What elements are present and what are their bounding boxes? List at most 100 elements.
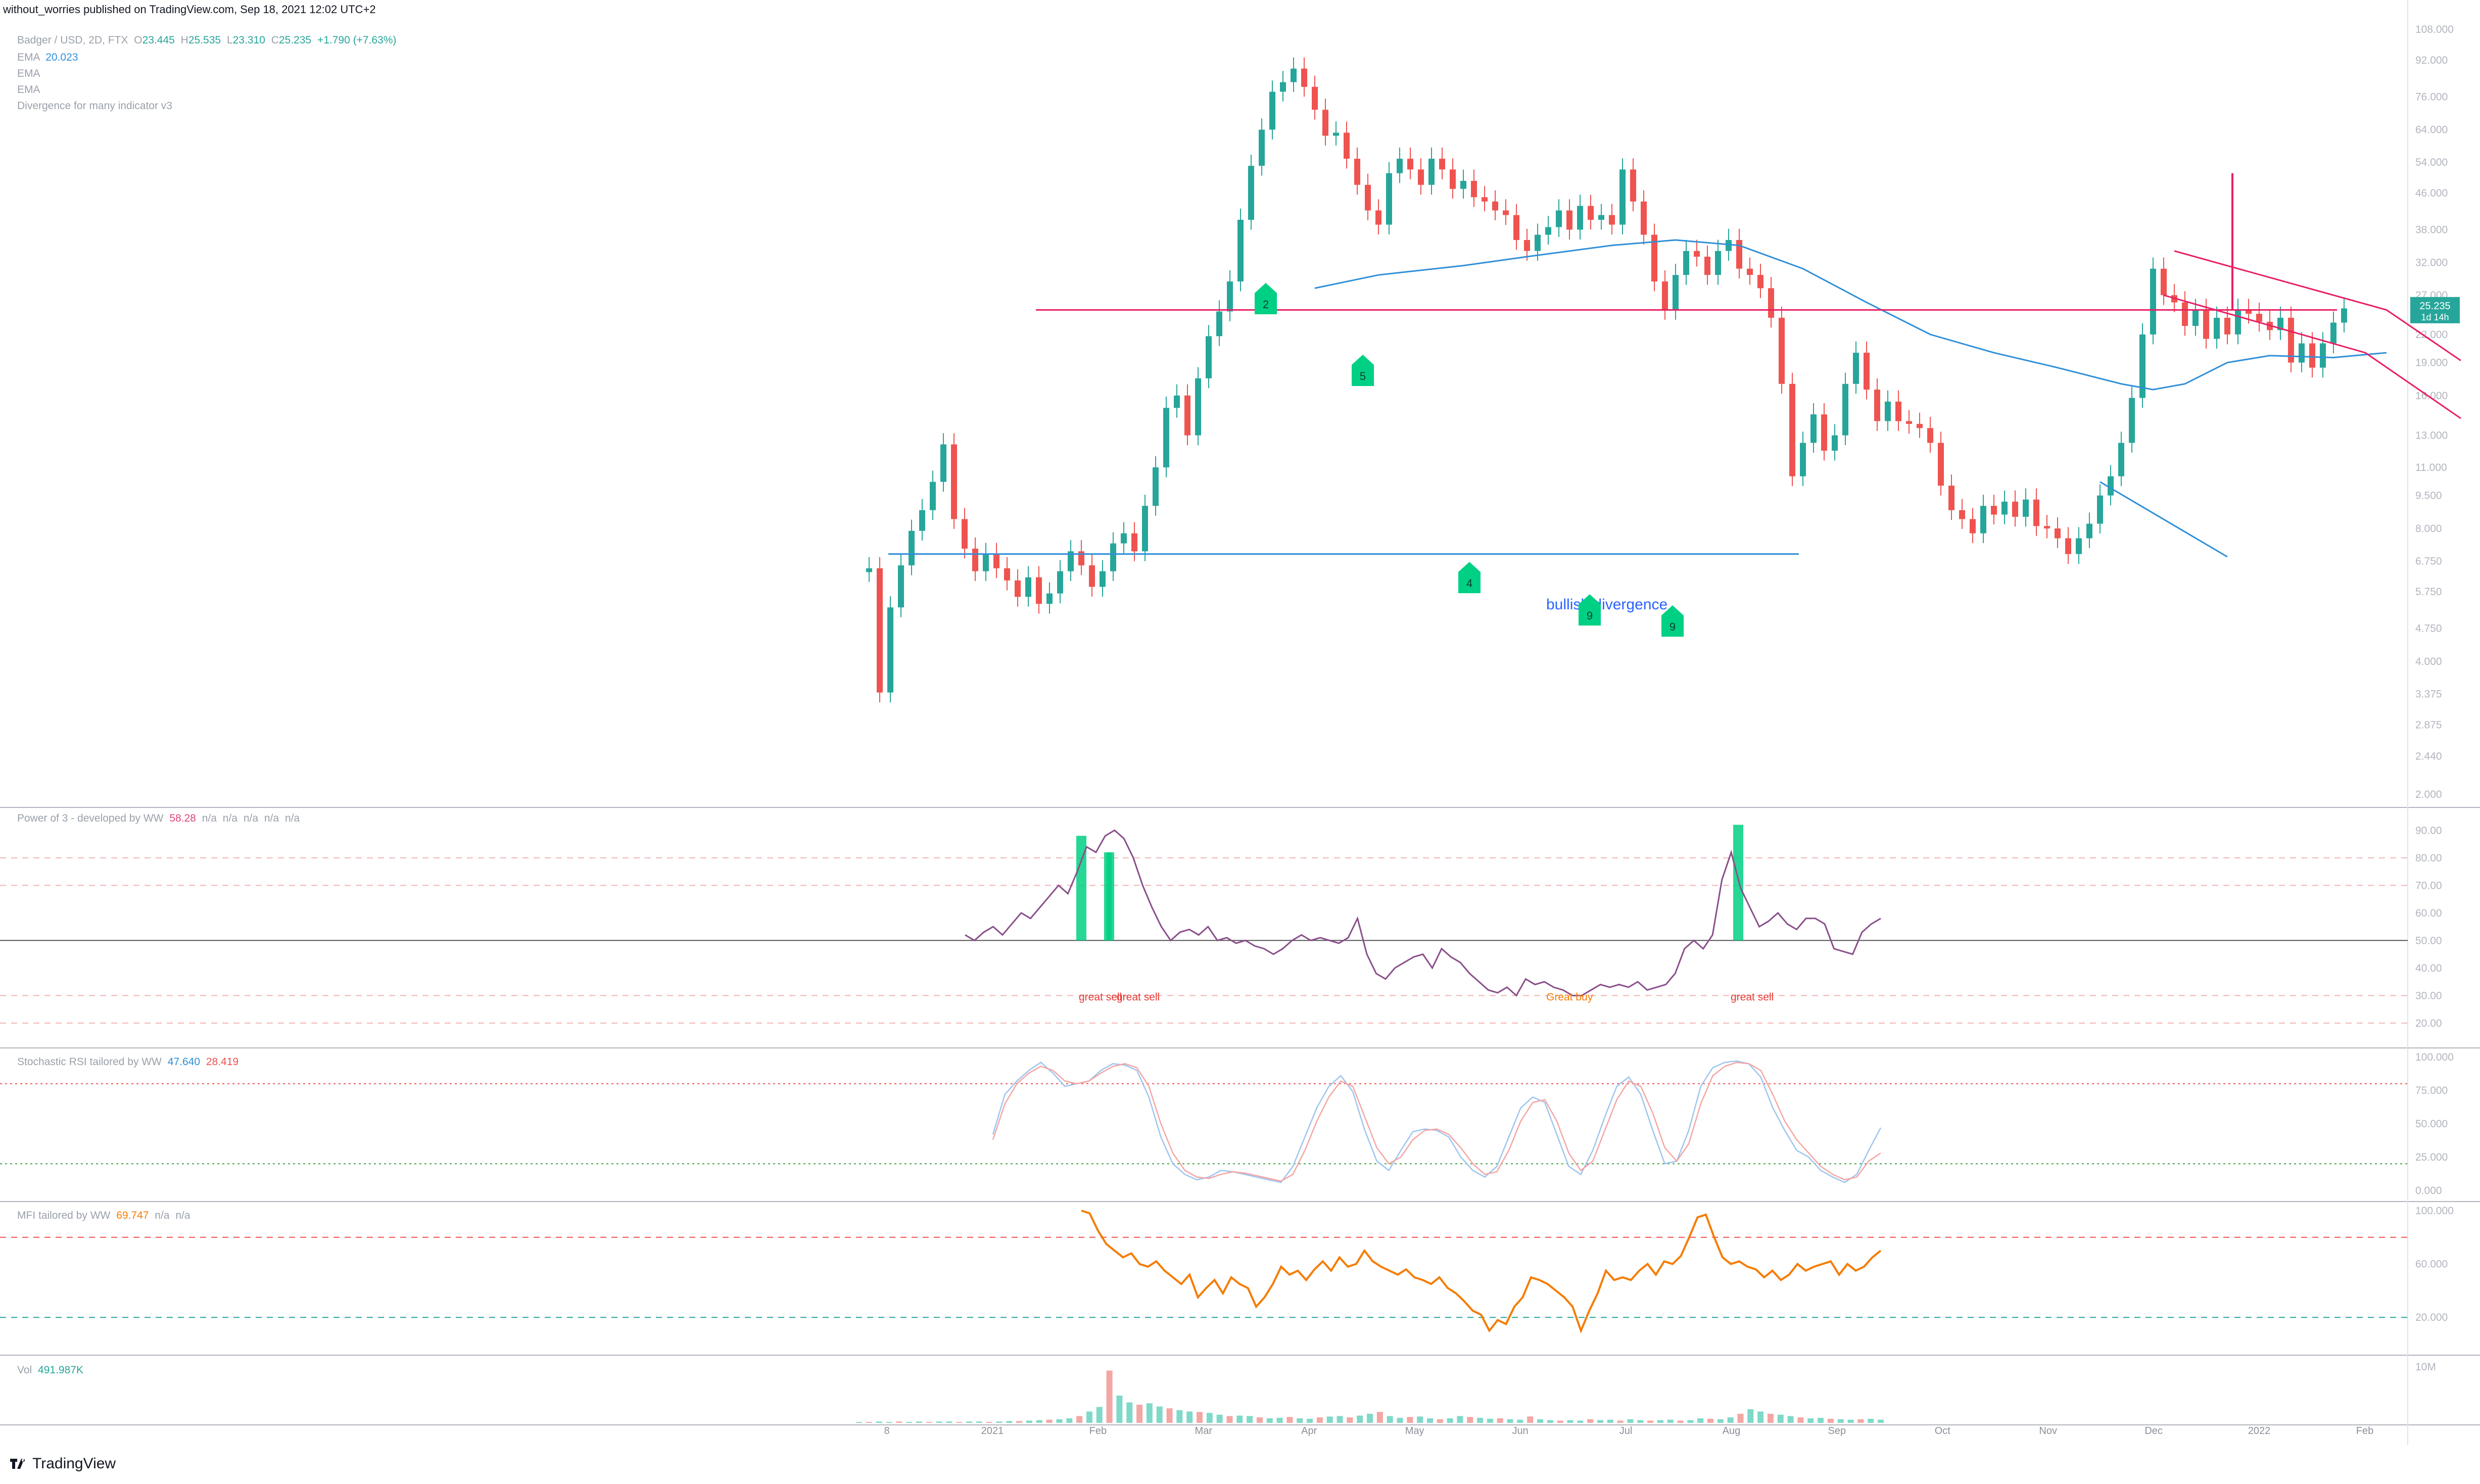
volume-bar — [1266, 1418, 1273, 1423]
volume-bar — [1086, 1411, 1092, 1423]
volume-bar — [1156, 1406, 1163, 1423]
volume-bar — [1136, 1405, 1143, 1423]
candle-body — [1704, 256, 1710, 275]
signal-shape — [1579, 594, 1601, 626]
signal-marker: 9 — [1579, 594, 1601, 626]
volume-bar — [1767, 1414, 1774, 1423]
volume-bar — [956, 1422, 963, 1423]
vol-title: Vol — [17, 1364, 32, 1376]
p3-tick-label: 30.00 — [2415, 990, 2442, 1001]
candle-body — [2330, 322, 2336, 344]
candle-body — [1428, 159, 1435, 185]
candle-body — [2150, 268, 2156, 334]
candle-body — [1885, 401, 1891, 421]
candle-body — [1036, 577, 1042, 604]
volume-bar — [906, 1422, 913, 1423]
volume-bar — [1467, 1417, 1473, 1423]
stoch-title: Stochastic RSI tailored by WW — [17, 1056, 162, 1068]
volume-bar — [1106, 1370, 1113, 1423]
signal-label: 2 — [1263, 298, 1269, 311]
p3-legend[interactable]: Power of 3 - developed by WW 58.28 n/a n… — [17, 812, 300, 825]
vol-value: 491.987K — [38, 1364, 83, 1376]
stoch-tick-label: 50.000 — [2415, 1118, 2448, 1130]
tradingview-icon — [10, 1459, 25, 1469]
volume-bar — [1727, 1417, 1734, 1423]
candle-body — [1556, 210, 1562, 227]
volume-bar — [976, 1421, 982, 1423]
candles — [866, 57, 2347, 703]
high-label: H — [180, 34, 188, 46]
vol-legend[interactable]: Vol 491.987K — [17, 1364, 83, 1376]
candle-body — [1015, 580, 1021, 597]
p3-tick-label: 50.00 — [2415, 935, 2442, 946]
candle-body — [909, 531, 915, 565]
candle-body — [1142, 506, 1148, 552]
volume-bar — [1046, 1419, 1053, 1423]
signal-shape — [1352, 355, 1374, 386]
stoch-tick-label: 0.000 — [2415, 1185, 2442, 1196]
volume-bar — [1367, 1414, 1373, 1423]
candle-body — [1174, 395, 1180, 408]
candle-body — [1121, 533, 1127, 544]
candle-body — [951, 444, 957, 519]
volume-bar — [1176, 1410, 1183, 1423]
volume-bar — [1667, 1419, 1674, 1423]
candle-body — [1216, 311, 1222, 337]
tradingview-logo[interactable]: TradingView — [10, 1455, 116, 1472]
symbol-name[interactable]: Badger / USD, 2D, FTX — [17, 34, 128, 46]
candle-body — [1248, 166, 1254, 220]
ema3-label: EMA — [17, 84, 40, 95]
volume-bar — [1256, 1417, 1263, 1423]
candle-body — [1673, 275, 1679, 310]
volume-bar — [1016, 1421, 1023, 1423]
candle-body — [1450, 169, 1456, 189]
candle-body — [1131, 533, 1137, 552]
y-tick-label: 13.000 — [2415, 430, 2448, 442]
y-tick-label: 46.000 — [2415, 187, 2448, 199]
ema1-value: 20.023 — [45, 52, 78, 63]
candle-body — [1715, 251, 1721, 275]
candle-body — [2341, 308, 2347, 323]
volume-bar — [1737, 1414, 1744, 1423]
candle-body — [2320, 343, 2326, 368]
x-tick-label: Oct — [1935, 1425, 1951, 1437]
mfi-legend[interactable]: MFI tailored by WW 69.747 n/a n/a — [17, 1210, 190, 1222]
candle-body — [1927, 428, 1933, 443]
ema1-legend[interactable]: EMA 20.023 — [17, 52, 78, 64]
volume-bar — [1517, 1419, 1523, 1423]
volume-bar — [1477, 1418, 1484, 1423]
signal-label: 9 — [1670, 620, 1676, 633]
x-tick-label: Sep — [1828, 1425, 1846, 1437]
p3-line — [965, 829, 1881, 997]
volume-bar — [1567, 1420, 1573, 1423]
candle-body — [2214, 317, 2220, 339]
candle-body — [1609, 215, 1615, 225]
stoch-legend[interactable]: Stochastic RSI tailored by WW 47.640 28.… — [17, 1056, 239, 1068]
candle-body — [1407, 159, 1413, 170]
y-tick-label: 4.000 — [2415, 656, 2442, 667]
signal-label: 9 — [1587, 609, 1593, 622]
candle-body — [1503, 210, 1509, 215]
candle-body — [983, 554, 989, 571]
p3-na-2: n/a — [222, 812, 237, 824]
candle-body — [1970, 519, 1976, 534]
volume-bar — [1096, 1407, 1103, 1423]
ema2-legend[interactable]: EMA — [17, 68, 40, 80]
y-tick-label: 5.750 — [2415, 586, 2442, 598]
y-tick-label: 38.000 — [2415, 224, 2448, 235]
candle-body — [1344, 132, 1350, 159]
candle-body — [1439, 159, 1445, 170]
candle-body — [1768, 288, 1774, 318]
signal-shape — [1661, 605, 1684, 637]
publish-caption: without_worries published on TradingView… — [3, 3, 376, 16]
ema3-legend[interactable]: EMA — [17, 84, 40, 96]
candle-body — [1482, 197, 1488, 202]
volume-bar — [1857, 1419, 1864, 1423]
candle-body — [2203, 310, 2209, 339]
divergence-legend[interactable]: Divergence for many indicator v3 — [17, 100, 172, 112]
price-tag — [2410, 297, 2460, 323]
candle-body — [1683, 251, 1689, 275]
volume-bar — [1827, 1418, 1834, 1423]
volume-bar — [1297, 1418, 1303, 1423]
